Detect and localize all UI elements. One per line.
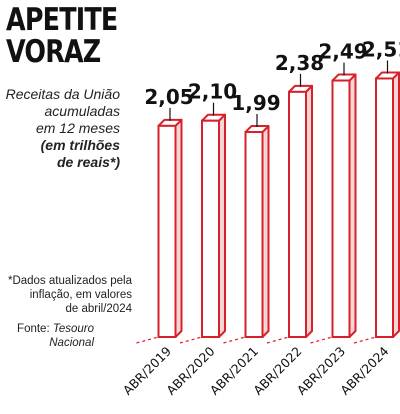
source-prefix: Fonte: — [17, 323, 50, 335]
source-note: Fonte: Tesouro Nacional — [0, 322, 94, 350]
title-line-2: VORAZ — [6, 34, 101, 70]
subtitle-line-1: Receitas da União — [5, 86, 120, 102]
bar-baseline-dash — [179, 336, 203, 344]
bar — [244, 131, 264, 338]
data-label: 2,10 — [188, 80, 237, 104]
data-label: 2,49 — [318, 40, 367, 64]
bar-baseline-dash — [223, 336, 246, 344]
bar-baseline-dash — [310, 336, 333, 344]
bar — [375, 77, 394, 338]
data-label: 2,38 — [275, 51, 324, 75]
data-label: 1,99 — [231, 91, 280, 115]
bar-baseline-dash — [136, 336, 159, 344]
data-label: 2,51 — [362, 37, 400, 61]
bar — [157, 124, 177, 338]
chart-subtitle: Receitas da União acumuladas em 12 meses… — [0, 86, 120, 171]
page-title: APETITE VORAZ — [6, 2, 118, 70]
bar — [201, 119, 220, 338]
bar-baseline-dash — [353, 336, 377, 344]
source-name-line-1: Tesouro — [52, 323, 94, 335]
subtitle-line-4: (em trilhões — [40, 137, 120, 153]
subtitle-line-2: acumuladas — [44, 103, 121, 119]
subtitle-line-5: de reais*) — [56, 154, 120, 170]
data-label: 2,05 — [144, 85, 193, 109]
bar-baseline-dash — [266, 336, 290, 344]
footnote-line-3: de abril/2024 — [65, 303, 133, 315]
bar — [288, 90, 307, 338]
source-name-line-2: Nacional — [49, 337, 94, 349]
title-line-1: APETITE — [6, 2, 118, 38]
subtitle-line-3: em 12 meses — [35, 120, 120, 136]
bar — [331, 79, 351, 338]
footnote-line-1: *Dados atualizados pela — [7, 275, 132, 287]
footnote: *Dados atualizados pela inflação, em val… — [0, 274, 132, 316]
footnote-line-2: inflação, em valores — [29, 289, 132, 301]
